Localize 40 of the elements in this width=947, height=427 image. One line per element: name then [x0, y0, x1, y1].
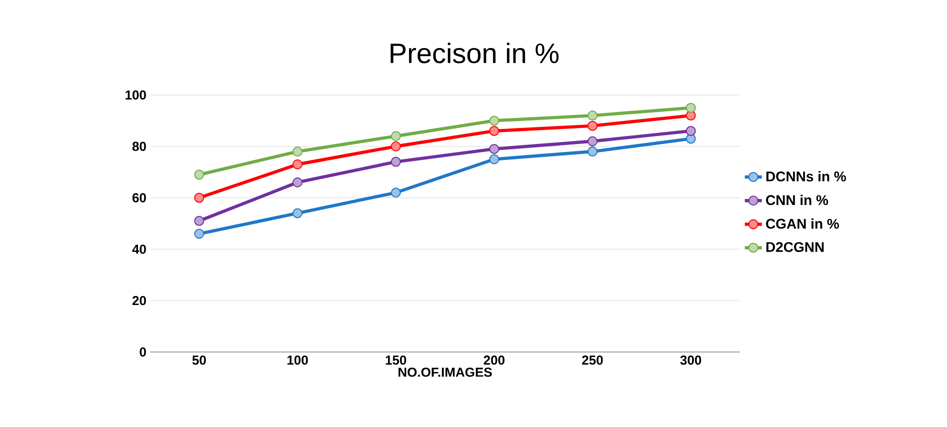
point — [489, 144, 500, 154]
point — [292, 146, 303, 157]
legend-label: D2CGNN — [766, 242, 824, 252]
y-tick-label: 60 — [132, 193, 146, 202]
point — [686, 102, 696, 113]
x-tick-label: 300 — [680, 356, 702, 365]
legend-label: CNN in % — [766, 194, 828, 206]
point — [292, 159, 303, 170]
point — [292, 177, 303, 188]
x-tick-label: 100 — [287, 356, 308, 365]
x-tick-label: 50 — [192, 356, 206, 365]
y-tick-label: 20 — [132, 296, 146, 306]
point — [588, 136, 598, 146]
chart-title: Precison in % — [390, 42, 559, 64]
y-tick-label: 100 — [126, 90, 146, 100]
point — [390, 156, 401, 167]
y-tick-label: 40 — [132, 244, 146, 254]
point — [489, 116, 500, 126]
point — [489, 154, 500, 164]
point — [194, 170, 204, 180]
point — [686, 126, 696, 136]
legend-label: DCNNs in % — [766, 171, 846, 182]
x-tick-label: 150 — [386, 356, 406, 365]
point — [390, 131, 401, 142]
y-tick-label: 0 — [140, 347, 146, 357]
x-tick-label: 200 — [484, 356, 504, 365]
legend-label: CGAN in % — [766, 218, 839, 229]
point — [292, 208, 303, 218]
point — [194, 228, 204, 239]
point — [390, 188, 401, 198]
y-tick-label: 80 — [132, 142, 146, 151]
point — [194, 216, 204, 226]
point — [588, 146, 598, 157]
x-tick-label: 250 — [582, 356, 603, 365]
point — [588, 120, 598, 131]
point — [489, 126, 500, 136]
x-axis-title: NO.OF.IMAGES — [398, 368, 492, 377]
point — [588, 110, 598, 121]
point — [194, 192, 204, 203]
point — [390, 141, 401, 152]
